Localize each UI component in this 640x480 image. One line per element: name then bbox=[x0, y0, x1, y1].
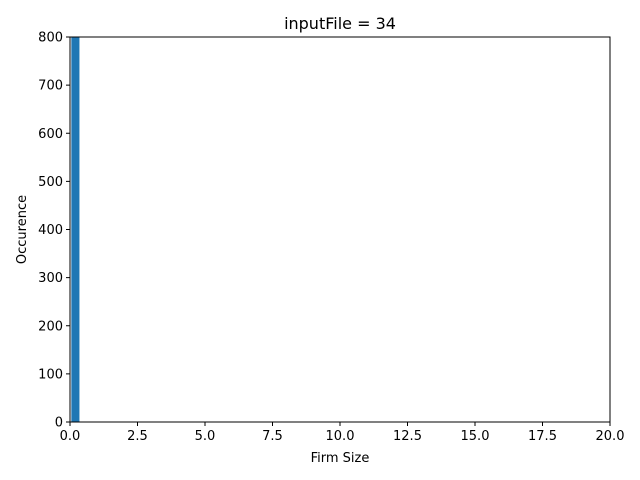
y-axis-ticks: 0 100 200 300 400 500 600 700 800 bbox=[38, 31, 70, 431]
x-tick-label: 17.5 bbox=[528, 429, 557, 444]
y-tick-label: 300 bbox=[38, 271, 63, 286]
bars-group bbox=[71, 37, 80, 422]
y-tick-label: 600 bbox=[38, 127, 63, 142]
y-tick-label: 100 bbox=[38, 367, 63, 382]
x-axis-label: Firm Size bbox=[311, 451, 370, 466]
y-axis-label: Occurence bbox=[15, 195, 30, 264]
y-tick-label: 200 bbox=[38, 319, 63, 334]
histogram-bar-0 bbox=[71, 37, 80, 422]
y-tick-label: 0 bbox=[55, 416, 63, 431]
x-tick-label: 5.0 bbox=[195, 429, 216, 444]
x-tick-label: 20.0 bbox=[596, 429, 625, 444]
x-tick-label: 2.5 bbox=[127, 429, 148, 444]
x-tick-label: 12.5 bbox=[393, 429, 422, 444]
y-tick-label: 800 bbox=[38, 31, 63, 46]
x-tick-label: 15.0 bbox=[461, 429, 490, 444]
chart-title: inputFile = 34 bbox=[284, 14, 396, 33]
x-tick-label: 0.0 bbox=[60, 429, 81, 444]
y-tick-label: 700 bbox=[38, 79, 63, 94]
x-tick-label: 10.0 bbox=[326, 429, 355, 444]
x-tick-label: 7.5 bbox=[262, 429, 283, 444]
y-tick-label: 500 bbox=[38, 175, 63, 190]
x-axis-ticks: 0.0 2.5 5.0 7.5 10.0 12.5 15.0 17.5 20.0 bbox=[60, 422, 625, 444]
y-tick-label: 400 bbox=[38, 223, 63, 238]
